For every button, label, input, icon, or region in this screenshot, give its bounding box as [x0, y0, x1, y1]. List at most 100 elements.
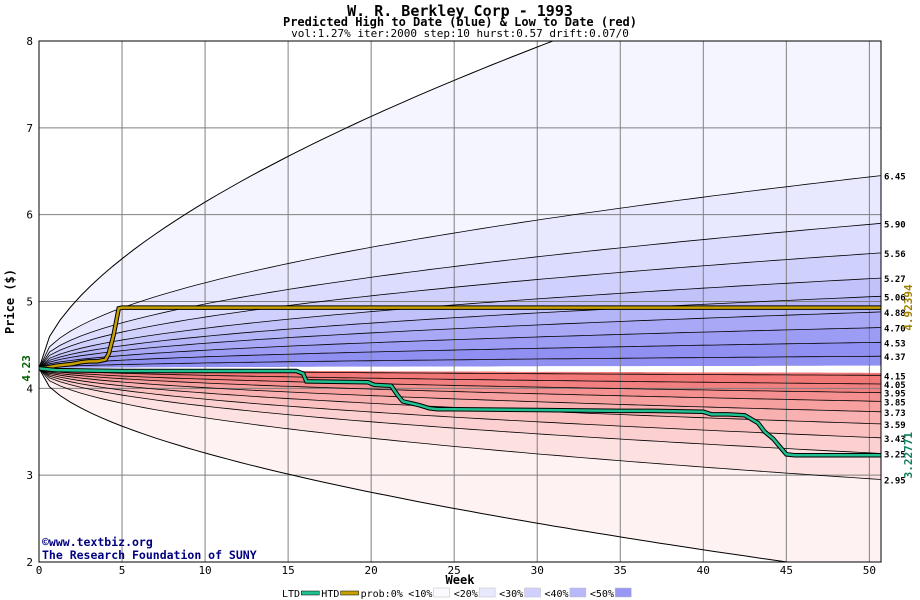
htd-final-label: 4.92394 — [902, 284, 915, 331]
y-tick-6: 6 — [26, 209, 33, 222]
legend-swatch-0 — [301, 590, 320, 596]
x-tick-25: 25 — [448, 564, 461, 577]
low-value-label-5: 3.59 — [884, 421, 906, 431]
high-contour-2 — [39, 252, 881, 369]
legend-label-7: <50% — [590, 589, 614, 600]
y-tick-8: 8 — [26, 35, 33, 48]
high-value-label-5: 4.88 — [884, 309, 906, 319]
x-tick-10: 10 — [198, 564, 211, 577]
legend-label-3: <10% — [408, 589, 432, 600]
ltd-line — [39, 367, 881, 457]
ltd-final-label: 3.22771 — [902, 432, 915, 479]
legend-label-4: <20% — [454, 589, 478, 600]
legend-label-2: prob:0% — [361, 589, 403, 600]
high-band-7 — [39, 327, 881, 369]
legend-swatch-1 — [340, 590, 359, 596]
high-value-label-6: 4.70 — [884, 325, 906, 335]
low-band-7 — [39, 368, 881, 454]
high-band-8 — [39, 342, 881, 369]
high-value-label-8: 4.37 — [884, 353, 906, 363]
legend-swatch-7 — [615, 587, 632, 598]
high-band-0 — [39, 41, 881, 369]
upper-envelope — [39, 41, 555, 369]
low-contour-4 — [39, 368, 881, 413]
legend-swatch-5 — [524, 587, 541, 598]
legend-swatch-3 — [433, 587, 450, 598]
chart-title: W. R. Berkley Corp - 1993 — [347, 2, 573, 20]
high-value-label-3: 5.27 — [884, 275, 906, 285]
high-contour-6 — [39, 327, 881, 369]
high-band-4 — [39, 278, 881, 369]
legend-swatch-4 — [478, 587, 496, 598]
low-contour-3 — [39, 368, 881, 402]
high-contour-3 — [39, 277, 881, 369]
y-tick-2: 2 — [26, 556, 33, 569]
median-gap — [39, 365, 881, 373]
lower-envelope — [39, 368, 791, 562]
low-band-4 — [39, 368, 881, 412]
x-tick-20: 20 — [365, 564, 378, 577]
low-contour-7 — [39, 368, 881, 454]
plot-frame — [38, 40, 882, 563]
high-value-label-7: 4.53 — [884, 339, 906, 349]
low-value-label-4: 3.73 — [884, 409, 906, 419]
low-band-9 — [39, 368, 881, 562]
x-axis-label: Week — [446, 573, 476, 587]
low-contour-2 — [39, 368, 881, 394]
legend-label-6: <40% — [545, 589, 569, 600]
high-band-9 — [39, 356, 881, 369]
high-value-label-1: 5.90 — [884, 220, 906, 230]
y-axis-label: Price ($) — [3, 269, 17, 334]
htd-line — [39, 306, 881, 370]
low-band-2 — [39, 368, 881, 393]
high-contour-7 — [39, 341, 881, 369]
low-value-label-3: 3.85 — [884, 398, 906, 408]
high-band-1 — [39, 175, 881, 369]
credit-url: ©www.textbiz.org — [42, 535, 153, 549]
legend-label-5: <30% — [499, 589, 523, 600]
high-band-3 — [39, 252, 881, 369]
low-value-label-6: 3.43 — [884, 435, 906, 445]
x-tick-35: 35 — [614, 564, 627, 577]
y-tick-7: 7 — [26, 122, 33, 135]
x-tick-5: 5 — [119, 564, 126, 577]
chart-params: vol:1.27% iter:2000 step:10 hurst:0.57 d… — [291, 27, 629, 40]
legend-label-0: LTD — [282, 589, 300, 600]
high-value-label-4: 5.06 — [884, 293, 906, 303]
y-tick-3: 3 — [26, 469, 33, 482]
low-contour-6 — [39, 368, 881, 439]
legend-label-1: HTD — [321, 589, 339, 600]
x-tick-50: 50 — [863, 564, 876, 577]
y-tick-4: 4 — [26, 382, 33, 395]
high-value-label-0: 6.45 — [884, 173, 906, 183]
high-contour-4 — [39, 295, 881, 369]
high-value-label-2: 5.56 — [884, 250, 906, 260]
x-tick-0: 0 — [36, 564, 43, 577]
y-tick-5: 5 — [26, 296, 33, 309]
low-value-label-2: 3.95 — [884, 390, 906, 400]
x-tick-45: 45 — [780, 564, 793, 577]
low-value-label-8: 2.95 — [884, 477, 906, 487]
low-value-label-7: 3.25 — [884, 450, 906, 460]
low-contour-1 — [39, 368, 881, 385]
credit-organization: The Research Foundation of SUNY — [42, 548, 257, 562]
start-price-label: 4.23 — [20, 355, 33, 382]
legend-swatch-6 — [569, 587, 587, 598]
low-band-8 — [39, 368, 881, 480]
low-band-6 — [39, 368, 881, 438]
x-tick-30: 30 — [531, 564, 544, 577]
plot-area — [39, 41, 881, 562]
high-band-2 — [39, 223, 881, 369]
low-value-label-0: 4.15 — [884, 372, 906, 382]
low-value-label-1: 4.05 — [884, 381, 906, 391]
high-contour-5 — [39, 311, 881, 369]
low-contour-8 — [39, 368, 881, 480]
high-contour-0 — [39, 175, 881, 369]
high-band-6 — [39, 311, 881, 369]
high-contour-8 — [39, 355, 881, 369]
chart-subtitle: Predicted High to Date (blue) & Low to D… — [282, 15, 637, 29]
x-tick-40: 40 — [697, 564, 710, 577]
low-band-0 — [39, 368, 881, 376]
x-tick-15: 15 — [281, 564, 294, 577]
